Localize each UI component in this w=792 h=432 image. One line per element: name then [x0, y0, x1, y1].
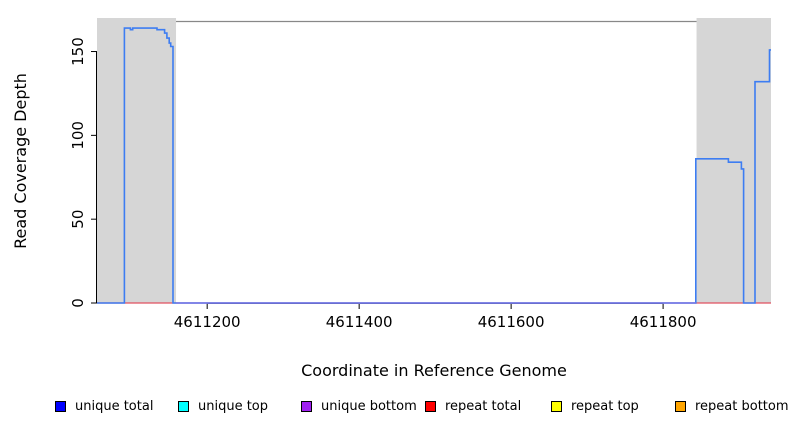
- y-axis-title: Read Coverage Depth: [11, 73, 30, 249]
- unique-top-swatch-icon: [178, 401, 189, 412]
- legend-label: unique top: [198, 399, 269, 414]
- legend-label: repeat bottom: [695, 399, 789, 414]
- legend-label: unique total: [75, 399, 154, 414]
- unique-bottom-swatch-icon: [301, 401, 312, 412]
- x-axis-title: Coordinate in Reference Genome: [301, 361, 567, 380]
- y-tick-label: 150: [69, 37, 87, 66]
- x-tick-label: 4611200: [174, 313, 241, 331]
- x-tick-label: 4611400: [326, 313, 393, 331]
- repeat-total-swatch-icon: [425, 401, 436, 412]
- legend-label: unique bottom: [321, 399, 417, 414]
- repeat-top-swatch-icon: [551, 401, 562, 412]
- legend-item-unique-total: unique total: [55, 399, 153, 414]
- repeat-region: [696, 18, 771, 303]
- legend: unique total unique top unique bottom re…: [0, 399, 792, 417]
- legend-item-unique-bottom: unique bottom: [301, 399, 417, 414]
- legend-label: repeat total: [445, 399, 522, 414]
- y-tick-label: 50: [69, 210, 87, 229]
- coverage-chart: 4611200 4611400 4611600 4611800 0 50 100 150 Co…: [11, 18, 771, 380]
- legend-item-repeat-total: repeat total: [425, 399, 521, 414]
- legend-item-unique-top: unique top: [178, 399, 268, 414]
- legend-item-repeat-bottom: repeat bottom: [675, 399, 789, 414]
- y-tick-label: 0: [69, 298, 87, 308]
- y-tick-label: 100: [69, 121, 87, 150]
- plot-layer: 4611200 4611400 4611600 4611800 0 50 100 150: [69, 18, 771, 331]
- legend-item-repeat-top: repeat top: [551, 399, 639, 414]
- repeat-region: [97, 18, 177, 303]
- legend-label: repeat top: [571, 399, 639, 414]
- unique-total-line: [97, 27, 771, 304]
- x-tick-label: 4611800: [630, 313, 697, 331]
- unique-total-swatch-icon: [55, 401, 66, 412]
- x-tick-label: 4611600: [478, 313, 545, 331]
- repeat-bottom-swatch-icon: [675, 401, 686, 412]
